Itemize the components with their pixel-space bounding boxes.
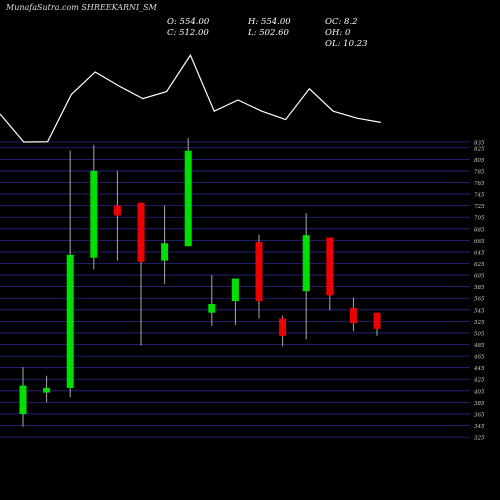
price-tick-label: 805 bbox=[474, 158, 485, 164]
chart-title: MunafaSutra.com SHREEKARNI_SM bbox=[6, 3, 157, 12]
candle-body bbox=[184, 150, 192, 247]
candle-body bbox=[326, 237, 334, 296]
close-value: C: 512.00 bbox=[167, 28, 209, 38]
price-tick-label: 705 bbox=[474, 216, 485, 222]
price-tick-label: 725 bbox=[474, 204, 485, 210]
price-tick-label: 625 bbox=[474, 262, 485, 268]
price-tick-label: 565 bbox=[474, 297, 485, 303]
price-tick-label: 765 bbox=[474, 181, 485, 187]
price-tick-label: 545 bbox=[474, 308, 485, 314]
candle-body bbox=[137, 202, 145, 262]
price-tick-label: 785 bbox=[474, 169, 485, 175]
oc-value: OC: 8.2 bbox=[325, 17, 358, 27]
price-tick-label: 325 bbox=[474, 436, 485, 442]
price-tick-label: 365 bbox=[474, 412, 485, 418]
ol-value: OL: 10.23 bbox=[325, 39, 368, 49]
candle-body bbox=[208, 304, 216, 313]
candle-body bbox=[255, 242, 263, 302]
price-tick-label: 685 bbox=[474, 227, 485, 233]
candle-body bbox=[66, 254, 74, 388]
price-tick-label: 405 bbox=[473, 389, 485, 395]
price-tick-label: 505 bbox=[474, 331, 485, 337]
candle-body bbox=[19, 385, 27, 414]
price-tick-label: 825 bbox=[474, 146, 485, 152]
overlay-line bbox=[0, 53, 381, 143]
price-tick-label: 485 bbox=[473, 343, 485, 349]
price-tick-label: 385 bbox=[474, 401, 485, 407]
price-tick-label: 745 bbox=[474, 193, 485, 199]
price-tick-label: 835 bbox=[474, 141, 485, 147]
candle-body bbox=[161, 243, 169, 261]
high-value: H: 554.00 bbox=[248, 17, 291, 27]
candle-body bbox=[231, 278, 239, 302]
price-tick-label: 525 bbox=[474, 320, 485, 326]
open-value: O: 554.00 bbox=[167, 17, 210, 27]
price-tick-label: 425 bbox=[473, 378, 485, 384]
price-tick-label: 445 bbox=[473, 366, 485, 372]
price-tick-label: 345 bbox=[474, 424, 485, 430]
low-value: L: 502.60 bbox=[248, 28, 289, 38]
candle-body bbox=[90, 170, 98, 258]
candle-body bbox=[302, 235, 310, 292]
price-tick-label: 665 bbox=[474, 239, 485, 245]
candle-body bbox=[113, 205, 121, 216]
candle-body bbox=[373, 312, 381, 329]
candle-body bbox=[349, 308, 357, 324]
oh-value: OH: 0 bbox=[325, 28, 351, 38]
candle-body bbox=[43, 387, 51, 393]
candle-body bbox=[279, 318, 287, 336]
price-tick-label: 645 bbox=[474, 250, 485, 256]
price-tick-label: 585 bbox=[474, 285, 485, 291]
price-tick-label: 465 bbox=[473, 355, 485, 361]
price-tick-label: 605 bbox=[474, 274, 485, 280]
